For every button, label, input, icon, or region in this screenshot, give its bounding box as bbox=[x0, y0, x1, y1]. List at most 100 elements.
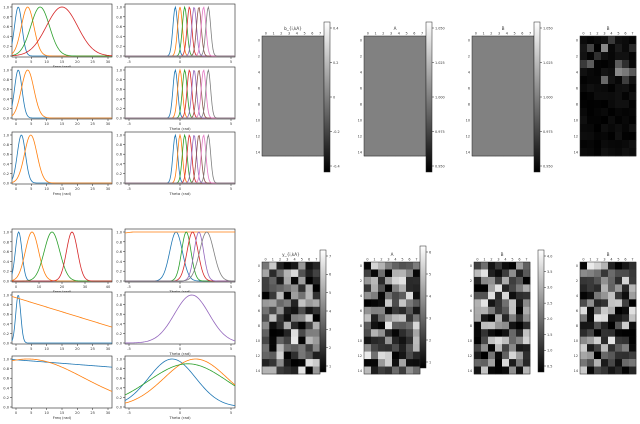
heatmap-cell bbox=[371, 84, 380, 93]
heatmap-cell bbox=[399, 336, 407, 345]
y-tick-label: 12 bbox=[358, 354, 362, 358]
heatmap-cell bbox=[488, 366, 496, 375]
heatmap-cell bbox=[615, 276, 623, 285]
heatmap-cell bbox=[293, 100, 302, 109]
heatmap-cell bbox=[523, 336, 531, 345]
heatmap-cell bbox=[516, 344, 524, 352]
heatmap-cell bbox=[262, 116, 271, 125]
heatmap-cell bbox=[269, 314, 277, 323]
heatmap-cell bbox=[305, 314, 314, 323]
heatmap-cell bbox=[516, 359, 524, 367]
heatmap-title: A bbox=[391, 252, 394, 257]
heatmap-cell bbox=[371, 306, 379, 315]
heatmap-cell bbox=[510, 124, 519, 133]
heatmap-cell bbox=[488, 321, 496, 330]
x-tick-label: 6 bbox=[408, 258, 410, 262]
heatmap-cell bbox=[615, 344, 623, 352]
heatmap-frame bbox=[473, 261, 531, 375]
heatmap-cell bbox=[291, 291, 299, 300]
heatmap-cell bbox=[608, 291, 616, 300]
heatmap-cell bbox=[629, 291, 637, 300]
heatmap-cell bbox=[608, 351, 616, 360]
heatmap-cell bbox=[601, 329, 609, 337]
heatmap-cell bbox=[387, 68, 396, 77]
x-tick-label: 20 bbox=[75, 411, 80, 415]
series-line bbox=[125, 294, 236, 344]
y-tick-label: 1.0 bbox=[3, 358, 9, 362]
y-tick-label: 0.8 bbox=[3, 15, 9, 19]
heatmap-cell bbox=[312, 336, 321, 345]
heatmap-cell bbox=[371, 314, 379, 323]
heatmap-cell bbox=[291, 314, 299, 323]
heatmap-cell bbox=[629, 76, 637, 85]
heatmap-cell bbox=[488, 336, 496, 345]
heatmap-cell bbox=[269, 44, 278, 53]
heatmap-cell bbox=[285, 92, 294, 101]
heatmap-cell bbox=[472, 116, 481, 125]
x-tick-label: 6 bbox=[518, 258, 520, 262]
heatmap-cell bbox=[580, 148, 588, 157]
heatmap-cell bbox=[526, 36, 535, 45]
y-tick-label: 0.6 bbox=[116, 88, 122, 92]
heatmap-panel: B0 1 2 3 4 5 6 7024681012140.9500.9751.0001.025… bbox=[466, 21, 553, 173]
heatmap-cell bbox=[516, 329, 524, 337]
y-tick-label: 0.2 bbox=[116, 172, 122, 176]
heatmap-cell bbox=[379, 44, 388, 53]
heatmap-cell bbox=[277, 60, 286, 69]
heatmap-cell bbox=[298, 306, 306, 315]
x-tick-label: 5 bbox=[230, 122, 232, 126]
heatmap-cell bbox=[622, 366, 630, 375]
heatmap-cell bbox=[298, 359, 306, 367]
heatmap-cell bbox=[495, 92, 504, 101]
y-tick-label: 14 bbox=[574, 151, 578, 155]
heatmap-cell bbox=[392, 359, 400, 367]
y-tick-label: 12 bbox=[256, 354, 260, 358]
heatmap-cell bbox=[277, 140, 286, 149]
y-tick-label: 0.8 bbox=[116, 367, 122, 371]
x-tick-label: 0 bbox=[366, 258, 368, 262]
heatmap-cell bbox=[371, 284, 379, 293]
heatmap-cell bbox=[526, 116, 535, 125]
heatmap-cell bbox=[395, 84, 404, 93]
heatmap-cell bbox=[526, 108, 535, 117]
heatmap-cell bbox=[269, 351, 277, 360]
y-tick-label: 0 bbox=[576, 264, 578, 268]
heatmap-cell bbox=[472, 100, 481, 109]
heatmap-cell bbox=[379, 60, 388, 69]
heatmap-cell bbox=[472, 140, 481, 149]
heatmap-cell bbox=[269, 262, 277, 270]
heatmap-cell bbox=[371, 92, 380, 101]
heatmap-cell bbox=[364, 68, 373, 77]
heatmap-cell bbox=[385, 276, 393, 285]
heatmap-cell bbox=[378, 276, 386, 285]
heatmap-cell bbox=[601, 321, 609, 330]
heatmap-cell bbox=[516, 299, 524, 308]
heatmap-cell bbox=[629, 68, 637, 77]
x-tick-label: 0 bbox=[179, 60, 182, 64]
heatmap-cell bbox=[495, 44, 504, 53]
heatmap-cell bbox=[312, 299, 321, 308]
heatmap-cell bbox=[277, 84, 286, 93]
x-tick-label: 30 bbox=[106, 122, 111, 126]
heatmap-cell bbox=[509, 336, 517, 345]
heatmap-cell bbox=[385, 351, 393, 360]
y-tick-label: 0.0 bbox=[3, 182, 9, 186]
x-tick-label: 2 bbox=[380, 258, 382, 262]
heatmap-cell bbox=[481, 336, 489, 345]
heatmap-cell bbox=[418, 140, 427, 149]
y-tick-label: 0 bbox=[258, 39, 260, 43]
x-tick-label: 1 bbox=[589, 258, 591, 262]
heatmap-cell bbox=[474, 321, 482, 330]
heatmap-cell bbox=[601, 84, 609, 93]
heatmap-cell bbox=[601, 314, 609, 323]
heatmap-cell bbox=[622, 108, 630, 117]
heatmap-cell bbox=[622, 84, 630, 93]
y-tick-label: 10 bbox=[358, 339, 362, 343]
series-line bbox=[11, 296, 113, 328]
heatmap-cell bbox=[615, 84, 623, 93]
heatmap-cell bbox=[601, 306, 609, 315]
heatmap-cell bbox=[594, 291, 602, 300]
heatmap-cell bbox=[516, 336, 524, 345]
y-tick-label: 4 bbox=[360, 71, 362, 75]
heatmap-cell bbox=[523, 306, 531, 315]
